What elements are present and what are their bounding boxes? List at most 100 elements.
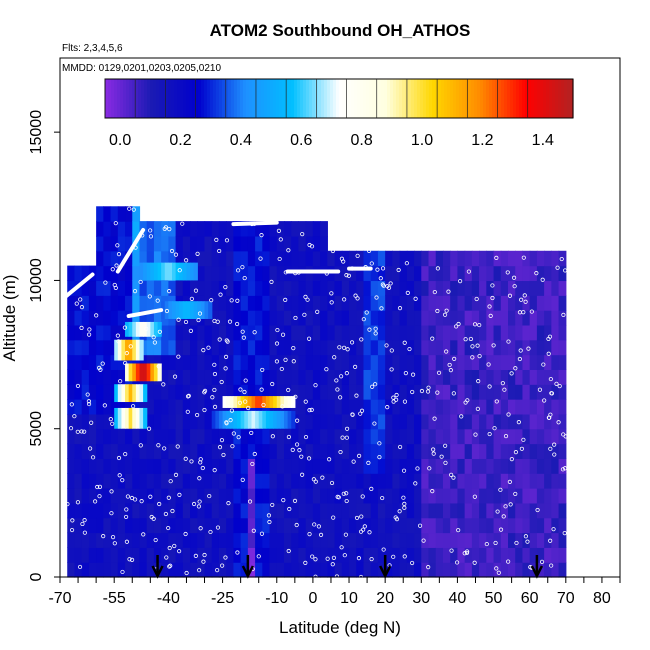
colorbar-swatch [543, 79, 547, 118]
heatmap-cell [240, 458, 249, 474]
heatmap-cell [291, 310, 300, 326]
heatmap-cell [544, 488, 552, 504]
heatmap-cell [81, 384, 90, 400]
heatmap-cell [233, 324, 242, 341]
sample-point [430, 489, 435, 494]
dates-label: MMDD: 0129,0201,0203,0205,0210 [62, 63, 221, 74]
heatmap-cell [334, 502, 343, 519]
sample-point [303, 434, 309, 440]
heatmap-cell [132, 250, 141, 267]
colorbar-swatch [492, 79, 496, 118]
heatmap-cell [312, 428, 321, 445]
heatmap-cell [471, 502, 480, 519]
heatmap-cell [486, 547, 495, 563]
colorbar-swatch [459, 79, 463, 118]
heatmap-cell [341, 280, 350, 296]
heatmap-cell [103, 413, 112, 430]
heatmap-hotspot [117, 407, 123, 429]
colorbar-swatch [534, 79, 538, 118]
sample-point [82, 429, 87, 434]
sample-point [223, 366, 228, 371]
heatmap-cell [442, 547, 451, 563]
heatmap-cell [211, 310, 220, 326]
heatmap-cell [240, 354, 249, 370]
heatmap-cell [515, 399, 524, 415]
heatmap-cell [81, 354, 90, 370]
sample-point [293, 394, 298, 400]
colorbar-swatch [246, 79, 250, 118]
heatmap-cell [298, 235, 307, 252]
heatmap-hotspot [208, 301, 213, 319]
heatmap-hotspot [226, 410, 231, 429]
colorbar-swatch [234, 79, 238, 118]
heatmap-cell [406, 532, 415, 548]
x-tick-label: 30 [412, 590, 430, 607]
sample-point [535, 507, 540, 513]
heatmap-cell [370, 443, 379, 459]
heatmap-cell [269, 547, 278, 563]
heatmap-cell [435, 250, 444, 267]
sample-point [362, 524, 367, 529]
heatmap-cell [363, 517, 372, 534]
heatmap-cell [262, 310, 271, 326]
heatmap-cell [457, 265, 466, 282]
heatmap-cell [96, 413, 104, 430]
sample-point [465, 549, 470, 554]
colorbar-swatch [414, 79, 418, 118]
heatmap-cell [370, 250, 379, 267]
heatmap-cell [226, 369, 235, 385]
heatmap-cell [262, 221, 271, 237]
sample-point [173, 472, 179, 477]
heatmap-cell [500, 517, 509, 534]
heatmap-cell [233, 384, 242, 400]
heatmap-cell [349, 250, 357, 267]
sample-point [513, 491, 518, 497]
sample-point [86, 401, 92, 407]
heatmap-cell [544, 324, 552, 341]
sample-point [425, 389, 431, 394]
heatmap-cell [240, 532, 249, 548]
sample-point [431, 447, 436, 452]
heatmap-cell [558, 517, 567, 534]
heatmap-cell [197, 369, 206, 385]
sample-point [492, 426, 497, 431]
profile-arrow-head [151, 565, 164, 579]
colorbar-swatch [429, 79, 433, 118]
heatmap-cell [327, 532, 336, 548]
sample-point [474, 296, 479, 302]
heatmap-cell [334, 443, 343, 459]
heatmap-cell [291, 488, 300, 504]
heatmap-cell [211, 502, 220, 519]
heatmap-cell [81, 295, 90, 311]
heatmap-cell [508, 280, 516, 296]
sample-point [123, 360, 128, 366]
heatmap-cell [139, 354, 148, 370]
heatmap-hotspot [153, 262, 159, 281]
heatmap-cell [81, 443, 90, 459]
colorbar-swatch [264, 79, 268, 118]
heatmap-cell [479, 384, 487, 400]
heatmap-cell [240, 547, 249, 563]
heatmap-cell [493, 547, 502, 563]
heatmap-cell [349, 547, 357, 563]
heatmap-cell [500, 384, 509, 400]
heatmap-hotspot [215, 410, 220, 429]
heatmap-cell [551, 443, 560, 459]
heatmap-cell [262, 443, 271, 459]
heatmap-cell [197, 235, 206, 252]
heatmap-cell [406, 265, 415, 282]
sample-point [151, 516, 156, 521]
heatmap-cell [464, 532, 473, 548]
heatmap-cell [161, 562, 169, 578]
heatmap-cell [385, 547, 393, 563]
sample-point [201, 348, 206, 353]
track-streak [126, 308, 164, 319]
heatmap-cell [536, 384, 545, 400]
heatmap-cell [132, 532, 141, 548]
heatmap-cell [558, 384, 567, 400]
heatmap-cell [218, 369, 227, 385]
heatmap-cell [197, 399, 206, 415]
heatmap-hotspot [125, 363, 130, 382]
heatmap-cell [442, 443, 451, 459]
